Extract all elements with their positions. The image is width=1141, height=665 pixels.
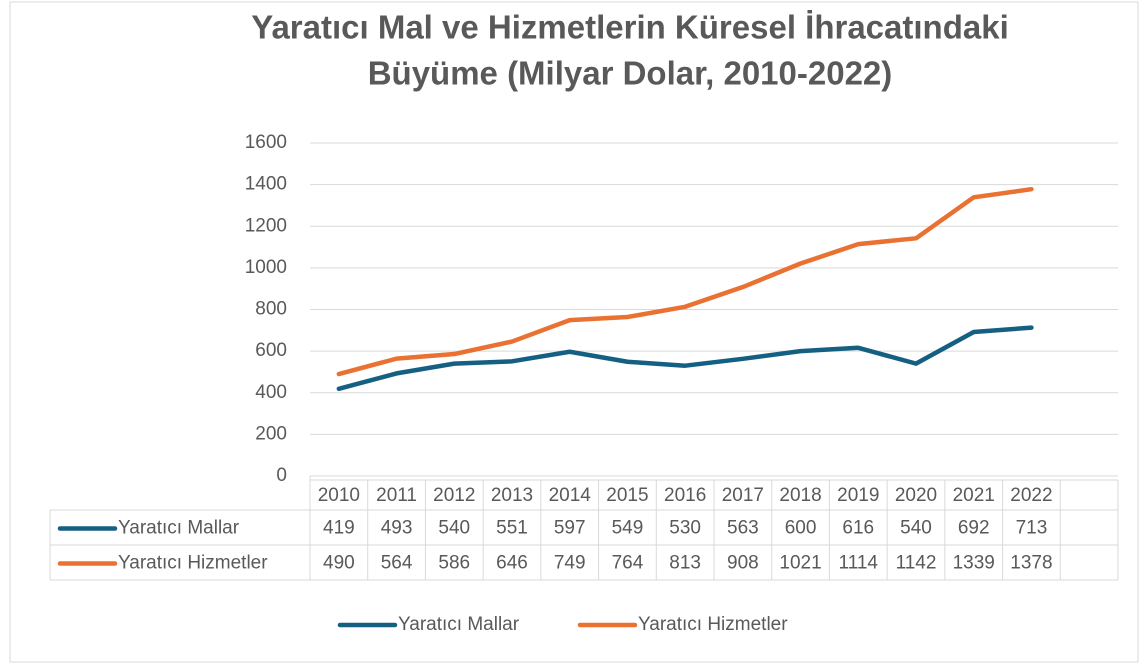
table-value: 1114 [839,553,879,574]
x-tick-label: 2010 [318,485,360,506]
table-value: 563 [727,518,759,539]
table-value: 586 [438,553,470,574]
table-value: 564 [381,553,413,574]
series-line [336,325,1034,392]
table-value: 540 [900,518,932,539]
table-value: 1378 [1010,553,1052,574]
y-tick-label: 1200 [245,215,287,236]
table-value: 1142 [896,553,937,574]
x-tick-label: 2019 [837,485,879,506]
x-tick-label: 2014 [549,485,592,506]
table-series-name: Yaratıcı Mallar [118,518,240,539]
table-value: 813 [669,553,701,574]
table-value: 600 [785,518,817,539]
table-value: 749 [554,553,586,574]
table-value: 764 [612,553,644,574]
x-tick-label: 2018 [779,485,821,506]
x-tick-label: 2017 [722,485,764,506]
y-tick-label: 1000 [245,257,287,278]
x-tick-label: 2020 [895,485,937,506]
y-tick-label: 200 [255,423,287,444]
table-value: 490 [323,553,355,574]
x-tick-label: 2022 [1010,485,1052,506]
x-tick-label: 2016 [664,485,706,506]
table-value: 646 [496,553,528,574]
series-line [336,186,1034,377]
chart-title: Yaratıcı Mal ve Hizmetlerin Küresel İhra… [251,9,1009,46]
x-tick-label: 2013 [491,485,533,506]
x-tick-label: 2011 [376,485,417,506]
table-value: 713 [1016,518,1048,539]
table-value: 692 [958,518,990,539]
table-value: 616 [842,518,874,539]
table-value: 493 [381,518,413,539]
y-tick-label: 1400 [245,174,287,195]
table-series-name: Yaratıcı Hizmetler [118,553,268,574]
table-value: 908 [727,553,759,574]
table-value: 1339 [953,553,995,574]
y-tick-label: 0 [276,465,287,486]
x-tick-label: 2015 [606,485,648,506]
table-value: 597 [554,518,586,539]
chart-border [9,1,1139,663]
table-value: 530 [669,518,701,539]
y-tick-label: 1600 [245,132,287,153]
table-value: 540 [438,518,470,539]
chart-title: Büyüme (Milyar Dolar, 2010-2022) [368,55,893,92]
x-tick-label: 2021 [953,485,995,506]
table-value: 419 [323,518,355,539]
legend-label: Yaratıcı Mallar [398,614,520,635]
legend-label: Yaratıcı Hizmetler [638,614,788,635]
y-tick-label: 800 [255,299,287,320]
x-tick-label: 2012 [433,485,475,506]
table-value: 1021 [779,553,821,574]
y-tick-label: 400 [255,382,287,403]
y-tick-label: 600 [255,340,287,361]
table-value: 551 [496,518,528,539]
table-value: 549 [612,518,644,539]
